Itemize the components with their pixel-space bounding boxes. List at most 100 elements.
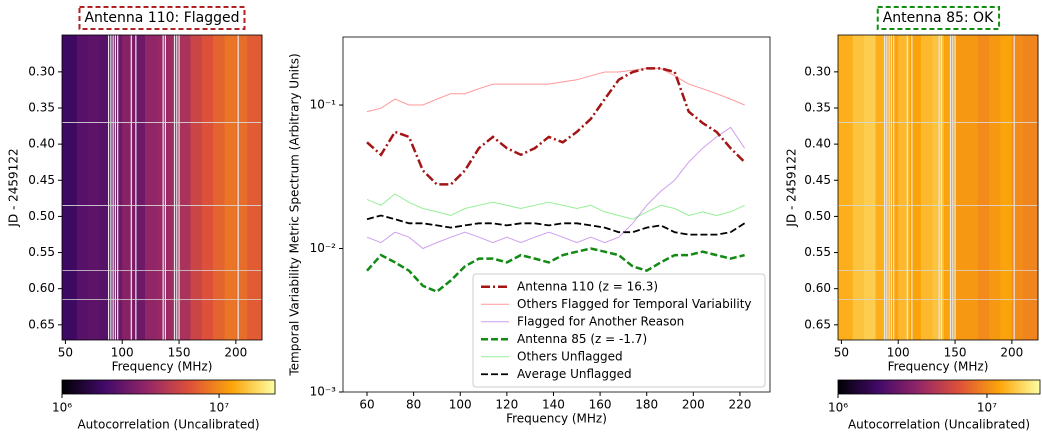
y-axis-label: Temporal Variability Metric Spectrum (Ar…: [288, 53, 302, 376]
heatmap-cell: [977, 35, 990, 340]
heatmap-cell: [875, 35, 888, 340]
x-tick-label: 100: [887, 346, 910, 360]
legend-label: Others Unflagged: [517, 349, 623, 363]
y-axis-label: JD - 2459122: [785, 148, 799, 227]
heatmap-cell: [864, 35, 876, 340]
axes-frame: [342, 36, 771, 393]
heatmap-cell: [852, 35, 865, 340]
x-tick-label: 80: [406, 398, 421, 412]
heatmap-cell: [989, 35, 1001, 340]
heatmap-cell: [213, 35, 225, 340]
axes-frame: [61, 34, 263, 341]
y-tick-label: 0.30: [804, 64, 831, 78]
x-tick-label: 50: [58, 346, 73, 360]
x-tick-label: 100: [111, 346, 134, 360]
heatmap-cell: [247, 35, 263, 340]
legend-box: [472, 273, 766, 388]
heatmap-cell: [76, 35, 89, 340]
x-tick-label: 140: [542, 398, 565, 412]
y-tick-label: 0.35: [804, 100, 831, 114]
y-tick-label: 0.55: [28, 245, 55, 259]
x-axis-label: Frequency (MHz): [506, 412, 607, 426]
series-line: [366, 214, 746, 236]
x-tick-label: 220: [728, 398, 751, 412]
colorbar: [837, 379, 1041, 395]
x-tick-label: 200: [1000, 346, 1023, 360]
heatmap-cell: [62, 35, 78, 340]
y-tick-label: 0.40: [804, 137, 831, 151]
title-box: [78, 6, 246, 30]
x-tick-label: 150: [168, 346, 191, 360]
heatmap-cell: [235, 35, 248, 340]
x-tick-label: 160: [589, 398, 612, 412]
x-tick-label: 150: [944, 346, 967, 360]
heatmap-cell: [122, 35, 135, 340]
y-tick-label: 0.30: [28, 64, 55, 78]
title-box: [876, 6, 1001, 30]
colorbar-label: Autocorrelation (Uncalibrated): [77, 418, 259, 432]
heatmap-cell: [133, 35, 146, 340]
colorbar-tick-label: 10⁶: [828, 401, 848, 415]
heatmap-cell: [886, 35, 899, 340]
heatmap-cell: [201, 35, 214, 340]
legend-label: Average Unflagged: [517, 367, 632, 381]
legend-label: Antenna 85 (z = -1.7): [517, 332, 647, 346]
x-axis-label: Frequency (MHz): [888, 360, 989, 374]
series-line: [366, 67, 746, 186]
heatmap-cell: [144, 35, 157, 340]
y-tick-label: 0.60: [804, 281, 831, 295]
heatmap-cell: [838, 35, 854, 340]
x-tick-label: 200: [682, 398, 705, 412]
y-tick-label: 0.40: [28, 137, 55, 151]
heatmap-cell: [167, 35, 180, 340]
x-tick-label: 180: [635, 398, 658, 412]
y-axis-label: JD - 2459122: [7, 148, 21, 227]
y-tick-label: 0.45: [28, 173, 55, 187]
y-tick-label: 10⁻¹: [310, 98, 337, 112]
heatmap-cell: [179, 35, 191, 340]
series-line: [366, 247, 745, 294]
heatmap-cell: [224, 35, 237, 340]
heatmap-cell: [99, 35, 112, 340]
x-tick-label: 120: [495, 398, 518, 412]
x-tick-label: 100: [449, 398, 472, 412]
heatmap-cell: [88, 35, 100, 340]
heatmap-cell: [1000, 35, 1013, 340]
x-tick-label: 50: [834, 346, 849, 360]
y-tick-label: 0.55: [804, 245, 831, 259]
colorbar-tick-label: 10⁶: [52, 401, 72, 415]
panel-title: Antenna 110: Flagged: [84, 10, 239, 26]
y-tick-label: 0.50: [804, 209, 831, 223]
colorbar: [61, 379, 276, 395]
heatmap-cell: [932, 35, 945, 340]
heatmap-cell: [110, 35, 123, 340]
y-tick-label: 0.65: [804, 317, 831, 331]
y-tick-label: 0.60: [28, 281, 55, 295]
y-tick-label: 0.65: [28, 317, 55, 331]
x-axis-label: Frequency (MHz): [112, 360, 213, 374]
colorbar-tick-label: 10⁷: [209, 401, 229, 415]
heatmap-cell: [898, 35, 911, 340]
heatmap-cell: [943, 35, 956, 340]
x-tick-label: 60: [359, 398, 374, 412]
y-tick-label: 10⁻²: [310, 241, 337, 255]
heatmap-cell: [909, 35, 922, 340]
axes-frame: [837, 34, 1039, 341]
legend-label: Antenna 110 (z = 16.3): [517, 279, 658, 293]
heatmap-cell: [966, 35, 979, 340]
y-tick-label: 0.35: [28, 100, 55, 114]
colorbar-tick-label: 10⁷: [977, 401, 997, 415]
heatmap-cell: [156, 35, 169, 340]
colorbar-label: Autocorrelation (Uncalibrated): [848, 418, 1030, 432]
y-tick-label: 0.45: [804, 173, 831, 187]
series-line: [366, 67, 745, 113]
heatmap-cell: [920, 35, 933, 340]
y-tick-label: 10⁻³: [310, 385, 337, 399]
heatmap-cell: [1011, 35, 1024, 340]
series-line: [366, 193, 745, 220]
heatmap-cell: [1023, 35, 1039, 340]
series-line: [366, 126, 746, 250]
x-tick-label: 200: [224, 346, 247, 360]
heatmap-cell: [955, 35, 967, 340]
